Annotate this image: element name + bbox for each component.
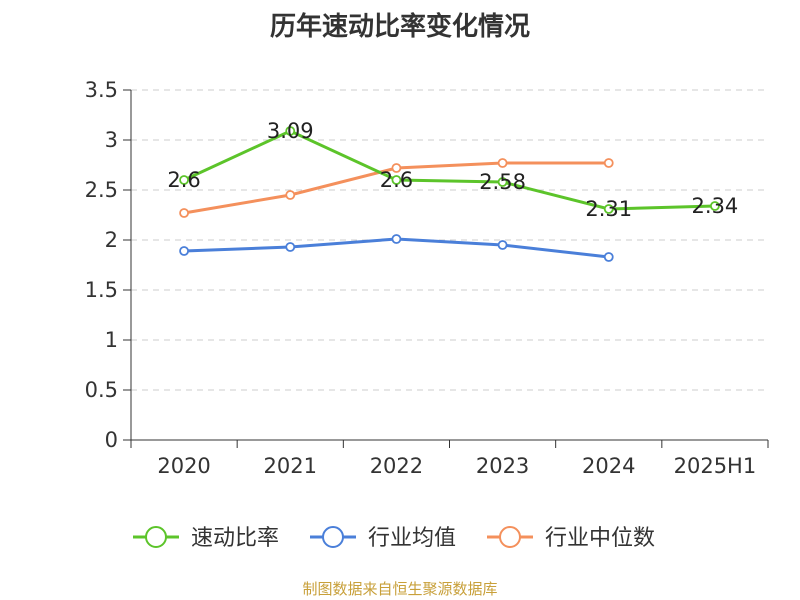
- data-point[interactable]: [710, 201, 720, 211]
- data-labels: 2.6 3.09 2.6 2.58 2.31 2.34: [167, 119, 738, 221]
- data-point[interactable]: [179, 246, 189, 256]
- data-point[interactable]: [497, 158, 508, 168]
- data-point[interactable]: [285, 242, 296, 252]
- data-point[interactable]: [391, 234, 402, 244]
- legend-marker: [145, 526, 167, 548]
- data-point[interactable]: [603, 252, 614, 262]
- data-label: 2.6: [380, 168, 413, 192]
- data-point[interactable]: [603, 158, 614, 168]
- data-point[interactable]: [391, 175, 402, 185]
- data-point[interactable]: [497, 240, 508, 250]
- grid: [131, 89, 768, 391]
- data-point[interactable]: [179, 208, 189, 218]
- x-tick-label: 2025H1: [674, 454, 757, 478]
- data-point[interactable]: [497, 177, 508, 187]
- data-label: 3.09: [267, 119, 314, 143]
- data-point[interactable]: [391, 163, 402, 173]
- data-point[interactable]: [603, 204, 614, 214]
- y-tick-label: 3.5: [85, 78, 118, 102]
- data-label: 2.58: [479, 170, 526, 194]
- y-tick-label: 1: [105, 328, 118, 352]
- x-tick-label: 2023: [476, 454, 529, 478]
- y-tick-label: 2: [105, 228, 118, 252]
- data-label: 2.34: [692, 194, 739, 218]
- x-tick-label: 2024: [582, 454, 635, 478]
- y-tick-label: 1.5: [85, 278, 118, 302]
- data-point[interactable]: [285, 126, 296, 136]
- y-tick-label: 0: [105, 428, 118, 452]
- legend-item[interactable]: 行业均值: [310, 526, 456, 551]
- legend-item[interactable]: 速动比率: [133, 526, 279, 551]
- y-tick-label: 3: [105, 128, 118, 152]
- data-label: 2.31: [585, 197, 632, 221]
- legend-marker: [322, 526, 344, 548]
- x-tick-label: 2020: [157, 454, 210, 478]
- legend-label: 速动比率: [191, 526, 279, 551]
- y-tick-label: 2.5: [85, 178, 118, 202]
- legend-label: 行业中位数: [545, 526, 655, 551]
- source-note: 制图数据来自恒生聚源数据库: [302, 580, 498, 598]
- legend-item[interactable]: 行业中位数: [487, 526, 655, 551]
- data-label: 2.6: [167, 168, 200, 192]
- x-tick-label: 2021: [264, 454, 317, 478]
- y-tick-label: 0.5: [85, 378, 118, 402]
- chart-title: 历年速动比率变化情况: [269, 12, 530, 42]
- series-line: [183, 129, 715, 211]
- data-point[interactable]: [179, 175, 189, 185]
- data-point[interactable]: [285, 190, 296, 200]
- legend-marker: [499, 526, 521, 548]
- legend-label: 行业均值: [368, 526, 456, 551]
- x-tick-label: 2022: [370, 454, 423, 478]
- legend[interactable]: 速动比率 行业均值 行业中位数: [133, 526, 655, 551]
- series-lines: [179, 126, 720, 262]
- axes: 0 0.5 1 1.5 2 2.5 3 3.5 2020 2021 2022 2023 2024 2025…: [85, 78, 769, 478]
